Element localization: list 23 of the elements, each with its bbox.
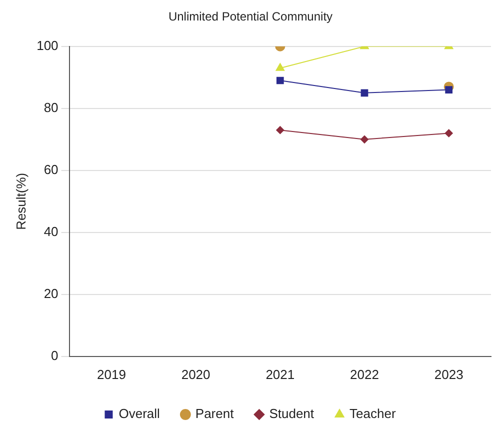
legend-label: Teacher [350,406,396,422]
x-tick-label: 2020 [181,366,210,382]
legend-label: Parent [195,406,234,422]
legend-label: Overall [118,406,160,422]
legend-label: Student [269,406,314,422]
point [360,135,368,144]
point [444,129,453,138]
x-tick-label: 2023 [434,366,464,382]
y-tick-label: 40 [44,224,58,239]
point [276,76,284,84]
point [360,89,368,97]
point [276,126,284,134]
y-axis-title: Result(%) [13,172,28,230]
x-tick-label: 2021 [266,366,295,382]
y-tick-label: 100 [36,38,58,53]
y-tick-label: 20 [44,286,58,301]
x-tick-label: 2019 [97,366,126,382]
y-tick-label: 0 [51,348,58,363]
chart-title: Unlimited Potential Community [168,10,333,24]
point [445,86,453,94]
y-tick-label: 80 [44,100,58,115]
y-tick-label: 60 [44,162,58,177]
x-tick-label: 2022 [350,366,379,382]
